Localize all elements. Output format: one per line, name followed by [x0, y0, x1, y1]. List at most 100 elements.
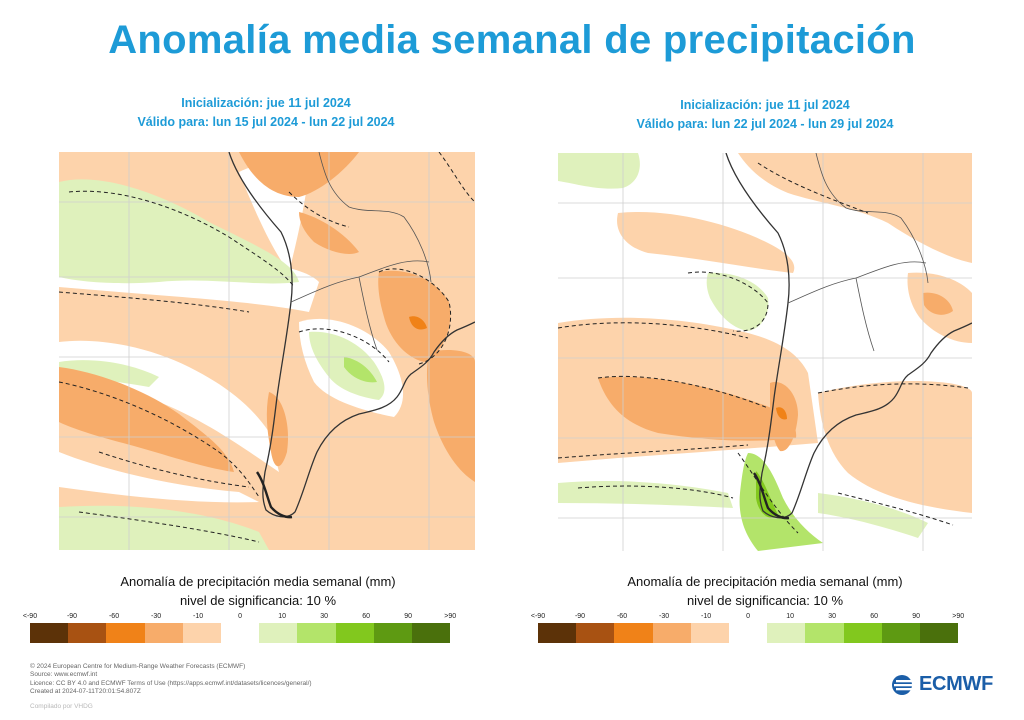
country-borders [787, 153, 929, 352]
scale-tick-label: <-90 [22, 613, 38, 620]
scale-swatch [767, 623, 806, 643]
scale-tick-label: -60 [108, 613, 120, 620]
page-title: Anomalía media semanal de precipitación [108, 18, 916, 62]
caption-right-line2: nivel de significancia: 10 % [686, 593, 844, 608]
footer-copyright: © 2024 European Centre for Medium-Range … [30, 663, 246, 670]
anomaly-positive-light [558, 481, 733, 508]
scale-swatch [576, 623, 615, 643]
anomaly-negative-medium [598, 376, 797, 441]
scale-bar [538, 623, 998, 643]
anomaly-positive-medium [344, 357, 377, 383]
scale-swatch [690, 623, 729, 643]
scale-tick-label: -30 [150, 613, 162, 620]
country-borders [290, 152, 432, 351]
significance-contours [558, 162, 969, 534]
panel-left-valid: Válido para: lun 15 jul 2024 - lun 22 ju… [137, 115, 395, 129]
map-left-grid [59, 152, 475, 550]
significance-contours [59, 152, 475, 543]
scale-swatch [30, 623, 69, 643]
scale-tick-label: -60 [616, 613, 628, 620]
scale-tick-label: -30 [658, 613, 670, 620]
anomaly-negative-medium [266, 392, 289, 467]
panel-left-init: Inicialización: jue 11 jul 2024 [181, 96, 351, 110]
footer-licence: Licence: CC BY 4.0 and ECMWF Terms of Us… [30, 679, 312, 687]
ecmwf-logo-icon [892, 674, 916, 695]
scale-swatch [919, 623, 959, 643]
map-left-canvas [59, 152, 475, 550]
caption-right: Anomalía de precipitación media semanal … [555, 572, 975, 610]
compiled-by: Compilado por VHDG [30, 703, 93, 710]
anomaly-positive-light [59, 179, 299, 284]
coastline-fjords [752, 472, 790, 520]
color-scale-right: <-90 -90 -60 -30 -10 0 10 30 60 90 >90 [531, 613, 998, 643]
panel-right-init: Inicialización: jue 11 jul 2024 [680, 98, 850, 112]
scale-ticks: <-90 -90 -60 -30 -10 0 10 30 60 90 >90 [531, 613, 998, 623]
scale-tick-label: 90 [912, 613, 921, 620]
scale-swatch [182, 623, 221, 643]
scale-tick-label: 0 [238, 613, 243, 620]
scale-swatch [805, 623, 844, 643]
coastline [228, 152, 475, 518]
anomaly-negative-strong [776, 407, 787, 420]
map-right-canvas [558, 153, 972, 551]
anomaly-negative-strong [409, 316, 427, 330]
scale-tick-label: -10 [193, 613, 204, 620]
anomaly-positive-light [558, 153, 640, 189]
scale-swatch [411, 623, 451, 643]
scale-tick-label: >90 [444, 613, 457, 620]
scale-tick-label: 60 [362, 613, 371, 620]
caption-left-line2: nivel de significancia: 10 % [179, 593, 337, 608]
scale-swatch [335, 623, 374, 643]
anomaly-negative-medium [426, 350, 475, 482]
map-right-grid [558, 153, 972, 551]
scale-swatch [144, 623, 183, 643]
scale-swatch [259, 623, 298, 643]
scale-tick-label: -90 [66, 613, 78, 620]
scale-tick-label: 90 [404, 613, 413, 620]
panel-right-header: Inicialización: jue 11 jul 2024 Válido p… [555, 96, 975, 134]
scale-tick-label: <-90 [530, 613, 546, 620]
anomaly-positive-light [706, 272, 769, 331]
scale-tick-label: 10 [278, 613, 287, 620]
scale-tick-label: -90 [574, 613, 586, 620]
scale-swatch [106, 623, 145, 643]
scale-swatch [728, 623, 768, 643]
scale-swatch [614, 623, 653, 643]
scale-tick-label: 10 [786, 613, 795, 620]
scale-tick-label: 30 [828, 613, 837, 620]
scale-tick-label: >90 [952, 613, 965, 620]
footer-created: Created at 2024-07-11T20:01:54.807Z [30, 688, 141, 696]
panel-left-header: Inicialización: jue 11 jul 2024 Válido p… [56, 94, 476, 132]
scale-tick-label: -10 [701, 613, 712, 620]
anomaly-positive-light [818, 493, 928, 538]
scale-tick-label: 30 [320, 613, 329, 620]
scale-swatch [297, 623, 336, 643]
anomaly-neutral-zone [59, 452, 259, 503]
color-scale-left: <-90 -90 -60 -30 -10 0 10 30 60 90 >90 [23, 613, 490, 643]
footer-source: Source: www.ecmwf.int [30, 671, 98, 679]
caption-left-line1: Anomalía de precipitación media semanal … [120, 574, 396, 589]
ecmwf-logo-text: ECMWF [919, 673, 994, 695]
map-right [558, 153, 972, 551]
anomaly-negative-light [818, 381, 972, 513]
scale-swatch [843, 623, 882, 643]
scale-tick-label: 0 [746, 613, 751, 620]
map-left [59, 152, 475, 550]
panel-right-valid: Válido para: lun 22 jul 2024 - lun 29 ju… [636, 117, 894, 131]
scale-swatch [220, 623, 260, 643]
scale-swatch [373, 623, 412, 643]
scale-swatch [881, 623, 920, 643]
coastline-fjords [255, 471, 293, 519]
caption-right-line1: Anomalía de precipitación media semanal … [627, 574, 903, 589]
scale-swatch [538, 623, 577, 643]
caption-left: Anomalía de precipitación media semanal … [48, 572, 468, 610]
anomaly-negative-light [617, 212, 795, 273]
ecmwf-logo: ECMWF [891, 673, 993, 696]
footer-credits: © 2024 European Centre for Medium-Range … [30, 663, 312, 697]
scale-swatch [68, 623, 107, 643]
scale-swatch [652, 623, 691, 643]
anomaly-positive-light [59, 360, 159, 387]
scale-tick-label: 60 [870, 613, 879, 620]
anomaly-negative-medium [923, 292, 953, 315]
scale-bar [30, 623, 490, 643]
